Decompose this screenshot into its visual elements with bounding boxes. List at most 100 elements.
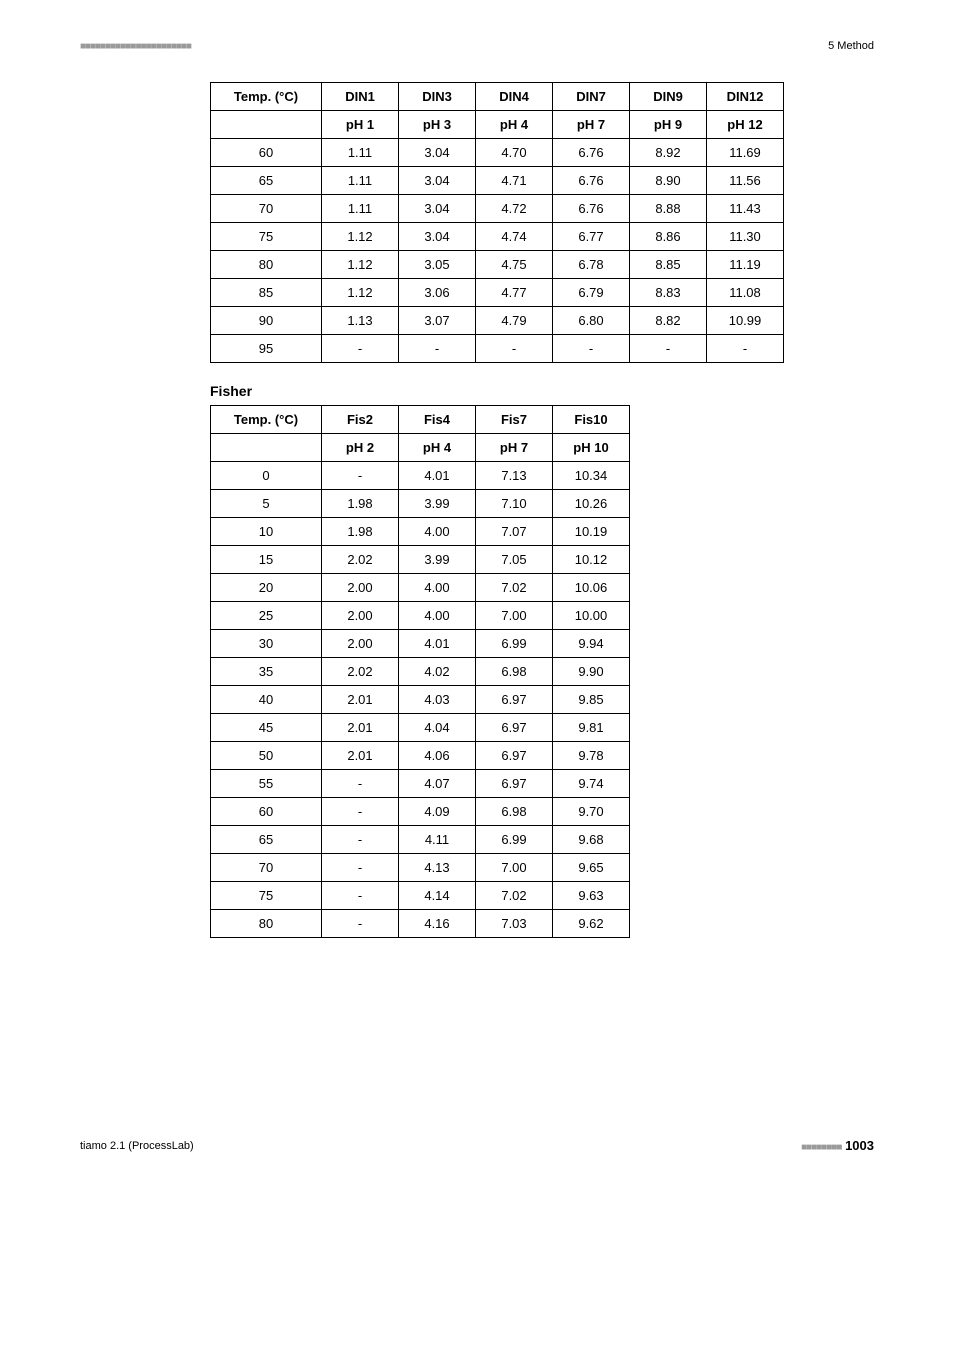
table-cell: - (322, 826, 399, 854)
table-row: 701.113.044.726.768.8811.43 (211, 195, 784, 223)
table-cell: 1.12 (322, 279, 399, 307)
table-cell: 4.11 (399, 826, 476, 854)
table-row: 80-4.167.039.62 (211, 910, 630, 938)
table-cell: 50 (211, 742, 322, 770)
table-cell: - (322, 854, 399, 882)
header-section-label: 5 Method (828, 40, 874, 52)
table-row: 651.113.044.716.768.9011.56 (211, 167, 784, 195)
header-dashes: ■■■■■■■■■■■■■■■■■■■■■■ (80, 41, 191, 52)
table-cell: 11.08 (707, 279, 784, 307)
table-cell: - (322, 798, 399, 826)
table-cell: 4.77 (476, 279, 553, 307)
table-cell: 9.78 (553, 742, 630, 770)
table-header: DIN1 (322, 83, 399, 111)
table-cell: 2.02 (322, 546, 399, 574)
table-row: 70-4.137.009.65 (211, 854, 630, 882)
table-subheader: pH 12 (707, 111, 784, 139)
fisher-table: Temp. (°C)Fis2Fis4Fis7Fis10pH 2pH 4pH 7p… (210, 405, 630, 938)
table-cell: 4.00 (399, 518, 476, 546)
table-header: DIN3 (399, 83, 476, 111)
din-table: Temp. (°C)DIN1DIN3DIN4DIN7DIN9DIN12pH 1p… (210, 82, 784, 363)
table-cell: 9.81 (553, 714, 630, 742)
table-row: 55-4.076.979.74 (211, 770, 630, 798)
table-cell: 6.76 (553, 195, 630, 223)
table-cell: 9.74 (553, 770, 630, 798)
table-cell: 3.07 (399, 307, 476, 335)
table-cell: 11.43 (707, 195, 784, 223)
table-cell: 4.74 (476, 223, 553, 251)
page-header: ■■■■■■■■■■■■■■■■■■■■■■ 5 Method (80, 40, 874, 52)
table-row: 601.113.044.706.768.9211.69 (211, 139, 784, 167)
table-cell: 4.03 (399, 686, 476, 714)
table-cell: 6.99 (476, 826, 553, 854)
table-cell: 70 (211, 854, 322, 882)
table-cell: - (322, 335, 399, 363)
table-cell: 11.69 (707, 139, 784, 167)
table-cell: 2.01 (322, 742, 399, 770)
table-cell: 7.13 (476, 462, 553, 490)
table-header: Fis2 (322, 406, 399, 434)
table-cell: 1.13 (322, 307, 399, 335)
table-row: 402.014.036.979.85 (211, 686, 630, 714)
table-cell: 6.99 (476, 630, 553, 658)
table-subheader: pH 10 (553, 434, 630, 462)
table-cell: 1.12 (322, 251, 399, 279)
table-cell: 8.83 (630, 279, 707, 307)
table-cell: 15 (211, 546, 322, 574)
table-cell: 3.99 (399, 546, 476, 574)
table-row: 51.983.997.1010.26 (211, 490, 630, 518)
table-cell: 7.00 (476, 602, 553, 630)
table-cell: - (322, 882, 399, 910)
table-cell: 8.90 (630, 167, 707, 195)
table-cell: - (322, 462, 399, 490)
table-cell: 4.09 (399, 798, 476, 826)
table-cell: - (630, 335, 707, 363)
table-cell: 5 (211, 490, 322, 518)
table-cell: 1.98 (322, 490, 399, 518)
table-cell: 8.92 (630, 139, 707, 167)
table-cell: 1.11 (322, 167, 399, 195)
table-cell: 10 (211, 518, 322, 546)
table-cell: 3.99 (399, 490, 476, 518)
table-cell: 6.80 (553, 307, 630, 335)
table-header: DIN12 (707, 83, 784, 111)
table-cell: 4.75 (476, 251, 553, 279)
table-cell: 1.11 (322, 195, 399, 223)
table-cell: 4.06 (399, 742, 476, 770)
table-cell: 6.79 (553, 279, 630, 307)
table-cell: 70 (211, 195, 322, 223)
table-cell: 90 (211, 307, 322, 335)
table-cell: 80 (211, 251, 322, 279)
table-cell: 80 (211, 910, 322, 938)
table-subheader: pH 3 (399, 111, 476, 139)
table-cell: 10.19 (553, 518, 630, 546)
table-cell: 8.86 (630, 223, 707, 251)
table-cell: 4.72 (476, 195, 553, 223)
footer-dashes: ■■■■■■■■ (801, 1142, 841, 1153)
table-cell: 4.01 (399, 462, 476, 490)
table-cell: 4.13 (399, 854, 476, 882)
table-cell: 4.70 (476, 139, 553, 167)
table-row: 302.004.016.999.94 (211, 630, 630, 658)
table-header: Fis10 (553, 406, 630, 434)
table-row: 352.024.026.989.90 (211, 658, 630, 686)
table-header: Temp. (°C) (211, 406, 322, 434)
table-cell: 60 (211, 139, 322, 167)
table-cell: 20 (211, 574, 322, 602)
table-cell: 55 (211, 770, 322, 798)
fisher-heading: Fisher (210, 383, 874, 399)
table-cell: 11.30 (707, 223, 784, 251)
table-cell: 6.77 (553, 223, 630, 251)
table-cell: 8.85 (630, 251, 707, 279)
table-cell: - (707, 335, 784, 363)
table-cell: 2.01 (322, 686, 399, 714)
table-cell: 25 (211, 602, 322, 630)
table-cell: 40 (211, 686, 322, 714)
table-cell: 60 (211, 798, 322, 826)
table-subheader: pH 9 (630, 111, 707, 139)
table-cell: 9.68 (553, 826, 630, 854)
table-cell: 4.00 (399, 602, 476, 630)
table-cell: 1.11 (322, 139, 399, 167)
table-cell: 4.16 (399, 910, 476, 938)
table-header: Temp. (°C) (211, 83, 322, 111)
